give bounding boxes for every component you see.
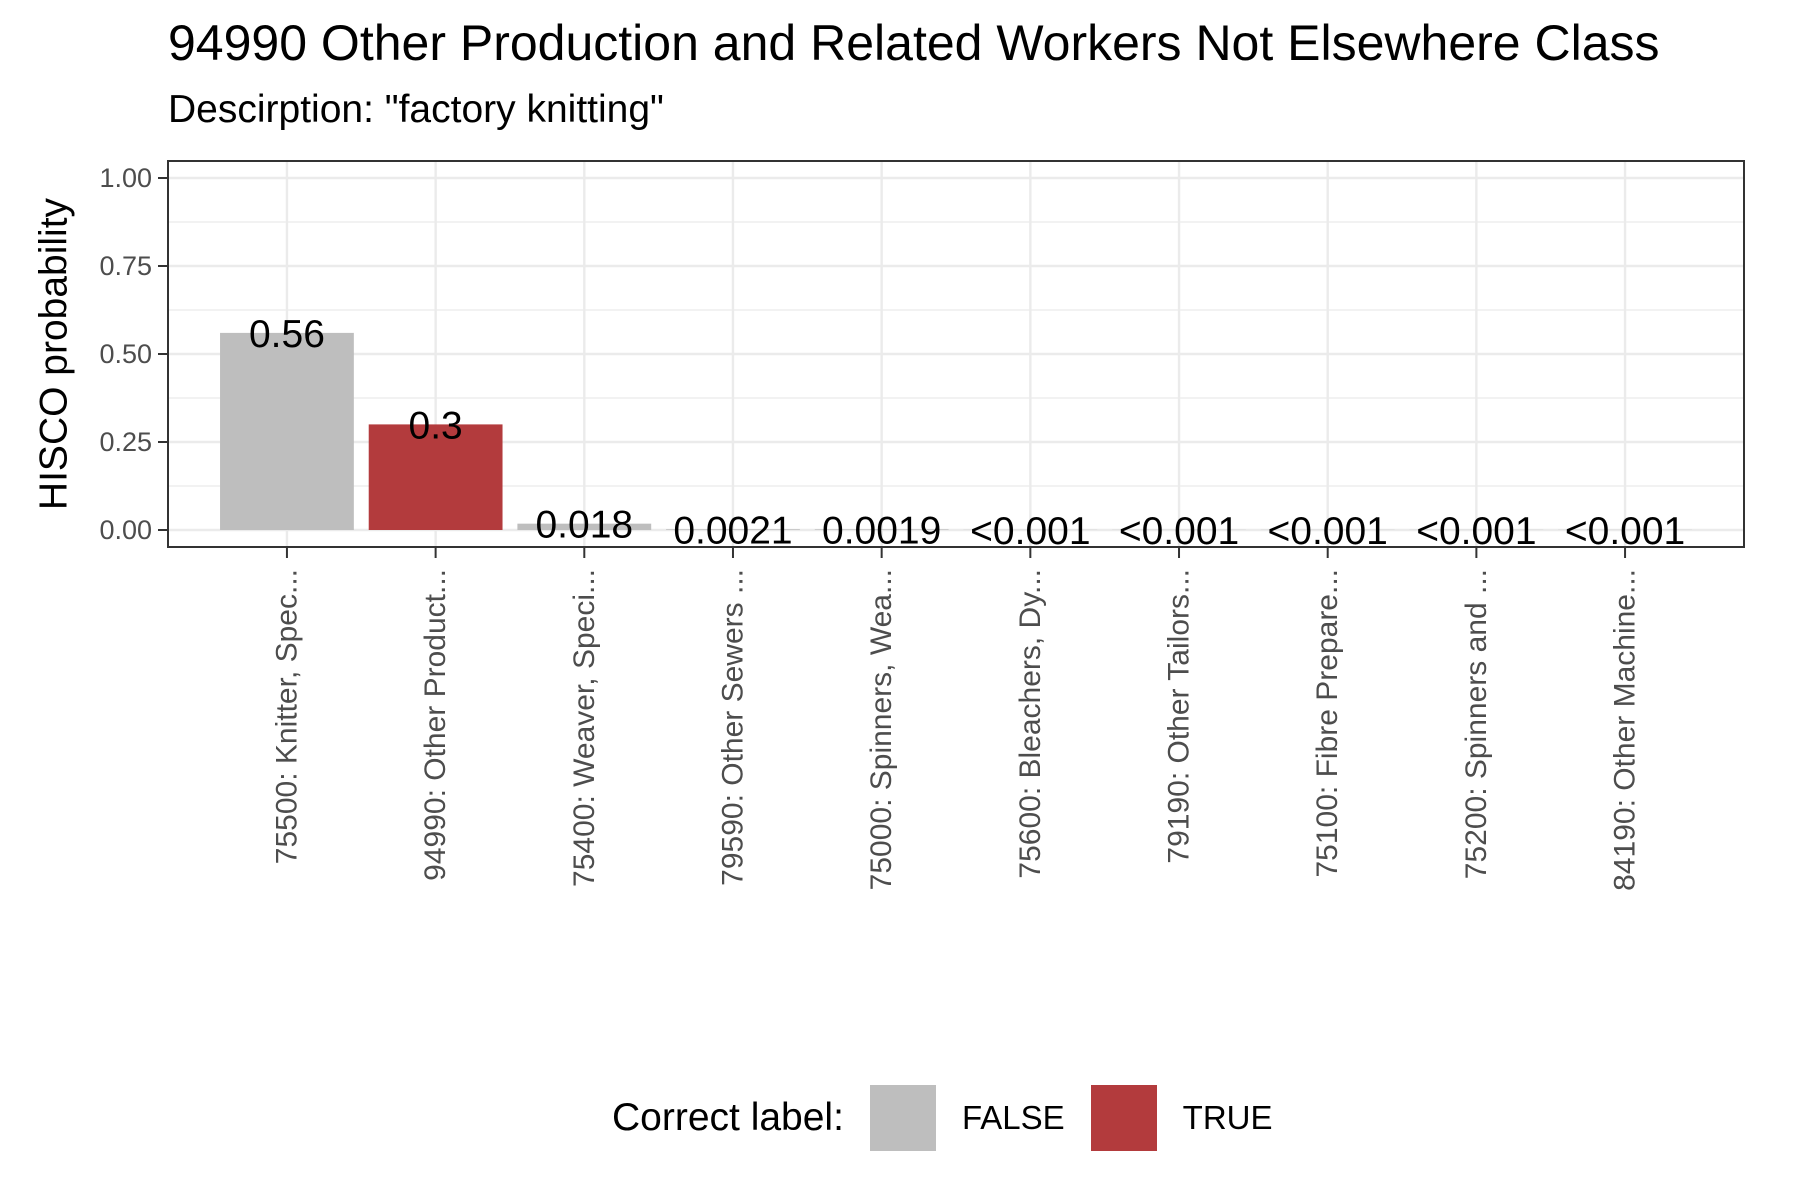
bar bbox=[666, 529, 800, 530]
legend-label-false: FALSE bbox=[961, 1099, 1065, 1136]
bar bbox=[814, 529, 949, 530]
value-label: 0.018 bbox=[535, 504, 633, 547]
legend-key-false bbox=[869, 1085, 936, 1151]
y-axis: 0.00 0.25 0.50 0.75 1.00 bbox=[99, 163, 168, 545]
y-tick-label: 0.00 bbox=[99, 515, 152, 545]
value-label: <0.001 bbox=[1119, 510, 1239, 553]
bar bbox=[220, 332, 354, 530]
bar bbox=[368, 424, 503, 530]
x-tick-label: 75500: Knitter, Spec... bbox=[270, 569, 303, 864]
chart-subtitle: Descirption: "factory knitting" bbox=[168, 88, 664, 131]
x-tick-label: 79190: Other Tailors... bbox=[1163, 569, 1196, 864]
value-label: <0.001 bbox=[1416, 510, 1536, 553]
x-tick-label: 94990: Other Product... bbox=[419, 569, 452, 881]
bars bbox=[220, 332, 1692, 530]
value-label: 0.56 bbox=[249, 313, 325, 356]
legend: Correct label: FALSE TRUE bbox=[612, 1085, 1299, 1151]
value-label: <0.001 bbox=[1565, 510, 1685, 553]
x-tick-label: 84190: Other Machine... bbox=[1609, 569, 1642, 891]
y-axis-title: HISCO probability bbox=[32, 197, 75, 510]
x-tick-label: 79590: Other Sewers ... bbox=[716, 569, 749, 886]
x-tick-label: 75200: Spinners and ... bbox=[1460, 569, 1493, 879]
x-tick-label: 75100: Fibre Prepare... bbox=[1311, 569, 1344, 878]
value-label: 0.0019 bbox=[822, 509, 941, 552]
x-tick-label: 75600: Bleachers, Dy... bbox=[1014, 569, 1047, 879]
value-labels: 0.56 0.3 0.018 0.0021 0.0019 <0.001 <0.001 <0.0… bbox=[249, 313, 1685, 553]
legend-item-false: FALSE bbox=[869, 1085, 1065, 1151]
value-label: <0.001 bbox=[970, 510, 1090, 553]
x-tick-label: 75400: Weaver, Speci... bbox=[568, 569, 601, 887]
legend-title: Correct label: bbox=[612, 1096, 844, 1139]
x-axis: 75500: Knitter, Spec... 94990: Other Prod… bbox=[270, 547, 1642, 891]
y-tick-label: 0.50 bbox=[99, 339, 152, 369]
chart-title: 94990 Other Production and Related Worke… bbox=[168, 15, 1660, 71]
value-label: 0.0021 bbox=[673, 509, 792, 552]
value-label: <0.001 bbox=[1268, 510, 1388, 553]
x-tick-label: 75000: Spinners, Wea... bbox=[865, 569, 898, 890]
y-tick-label: 0.25 bbox=[99, 427, 152, 457]
value-label: 0.3 bbox=[409, 404, 463, 447]
legend-key-true bbox=[1090, 1085, 1157, 1151]
y-tick-label: 1.00 bbox=[99, 163, 152, 193]
legend-label-true: TRUE bbox=[1182, 1099, 1273, 1136]
legend-item-true: TRUE bbox=[1090, 1085, 1273, 1151]
y-tick-label: 0.75 bbox=[99, 251, 152, 281]
bar bbox=[517, 523, 652, 530]
